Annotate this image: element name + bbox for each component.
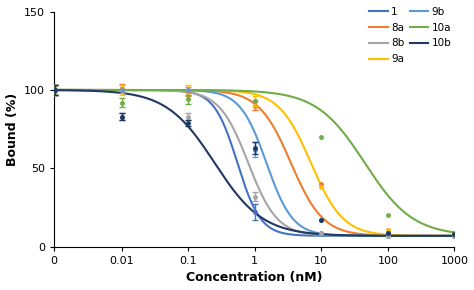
10b — [52, 88, 58, 92]
8b — [452, 234, 457, 238]
8b — [123, 88, 128, 92]
10a — [233, 89, 238, 93]
10b — [155, 101, 161, 104]
1 — [123, 88, 128, 92]
X-axis label: Concentration (nM): Concentration (nM) — [186, 271, 322, 284]
Line: 8a: 8a — [55, 90, 455, 236]
Line: 10a: 10a — [55, 90, 455, 232]
10a — [319, 109, 325, 113]
10a — [123, 88, 128, 92]
Y-axis label: Bound (%): Bound (%) — [6, 93, 18, 166]
9a — [52, 88, 58, 92]
8b — [233, 131, 238, 135]
1 — [319, 234, 325, 238]
8a — [52, 88, 58, 92]
10a — [52, 88, 58, 92]
8a — [123, 88, 128, 92]
10b — [353, 234, 359, 237]
8a — [319, 215, 325, 219]
9a — [123, 88, 128, 92]
9a — [353, 226, 359, 229]
8b — [155, 88, 161, 92]
8b — [353, 234, 359, 238]
Line: 9b: 9b — [55, 90, 455, 236]
8a — [452, 234, 457, 238]
9a — [319, 185, 325, 188]
Legend: 1, 8a, 8b, 9a, 9b, 10a, 10b: 1, 8a, 8b, 9a, 9b, 10a, 10b — [367, 5, 453, 66]
8a — [353, 232, 359, 235]
10b — [123, 92, 128, 95]
Line: 10b: 10b — [55, 90, 455, 236]
1 — [52, 88, 58, 92]
10b — [319, 233, 325, 236]
8a — [155, 88, 161, 92]
9a — [452, 234, 457, 238]
Line: 8b: 8b — [55, 90, 455, 236]
10a — [288, 95, 293, 98]
10a — [155, 88, 161, 92]
1 — [155, 88, 161, 92]
9b — [319, 232, 325, 235]
9b — [155, 88, 161, 92]
1 — [452, 234, 457, 238]
9b — [288, 214, 293, 217]
8a — [233, 93, 238, 96]
8b — [52, 88, 58, 92]
9a — [288, 120, 293, 124]
9a — [233, 90, 238, 93]
8b — [288, 226, 293, 230]
1 — [233, 156, 238, 159]
9b — [233, 101, 238, 104]
10a — [452, 231, 457, 234]
10a — [353, 148, 359, 151]
8a — [288, 160, 293, 164]
Line: 9a: 9a — [55, 90, 455, 236]
10b — [452, 234, 457, 238]
9b — [52, 88, 58, 92]
1 — [288, 233, 293, 236]
9a — [155, 88, 161, 92]
1 — [353, 234, 359, 238]
10b — [233, 191, 238, 195]
9b — [353, 234, 359, 238]
9b — [452, 234, 457, 238]
10b — [288, 228, 293, 232]
8b — [319, 233, 325, 237]
9b — [123, 88, 128, 92]
Line: 1: 1 — [55, 90, 455, 236]
